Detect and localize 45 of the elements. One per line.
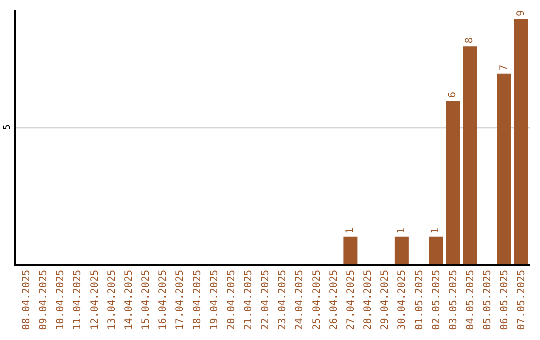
x-tick-label: 05.05.2025 bbox=[482, 270, 494, 330]
data-label: 1 bbox=[430, 228, 442, 234]
x-tick-label: 28.04.2025 bbox=[363, 270, 374, 330]
x-tick-label: 23.04.2025 bbox=[278, 270, 289, 330]
x-tick-label: 07.05.2025 bbox=[516, 270, 528, 330]
bar bbox=[463, 46, 478, 264]
data-label: 9 bbox=[516, 10, 527, 17]
x-tick-label: 06.05.2025 bbox=[500, 270, 511, 330]
data-label: 8 bbox=[464, 38, 476, 44]
x-tick-label: 19.04.2025 bbox=[209, 270, 220, 330]
x-tick-label: 26.04.2025 bbox=[328, 270, 340, 330]
x-tick-label: 14.04.2025 bbox=[124, 270, 135, 330]
x-tick-label: 25.04.2025 bbox=[312, 270, 323, 330]
x-tick-label: 30.04.2025 bbox=[397, 270, 408, 330]
x-tick-label: 15.04.2025 bbox=[141, 270, 152, 330]
x-tick-label: 18.04.2025 bbox=[192, 270, 204, 330]
x-tick-label: 08.04.2025 bbox=[22, 270, 32, 330]
x-tick-label: 09.04.2025 bbox=[38, 270, 50, 330]
x-tick-label: 02.05.2025 bbox=[431, 270, 442, 330]
x-tick-label: 16.04.2025 bbox=[158, 270, 170, 330]
data-label: 1 bbox=[345, 228, 356, 234]
x-tick-label: 12.04.2025 bbox=[90, 270, 101, 330]
data-label: 1 bbox=[396, 228, 408, 234]
x-tick-label: 01.05.2025 bbox=[414, 270, 426, 330]
ref-line-label: 5 bbox=[2, 124, 13, 130]
bar bbox=[394, 236, 409, 264]
x-tick-label: 29.04.2025 bbox=[380, 270, 392, 330]
x-tick-label: 27.04.2025 bbox=[346, 270, 357, 330]
bar bbox=[446, 101, 460, 264]
x-tick-label: 24.04.2025 bbox=[294, 270, 306, 330]
data-label: 7 bbox=[498, 64, 510, 71]
x-tick-label: 20.04.2025 bbox=[226, 270, 238, 330]
data-label: 6 bbox=[448, 92, 459, 98]
bar bbox=[497, 74, 512, 264]
x-tick-label: 04.05.2025 bbox=[465, 270, 476, 330]
bar bbox=[514, 20, 528, 264]
x-tick-label: 17.04.2025 bbox=[175, 270, 186, 330]
x-tick-label: 21.04.2025 bbox=[243, 270, 254, 330]
x-tick-label: 22.04.2025 bbox=[260, 270, 272, 330]
bar bbox=[429, 236, 444, 264]
x-tick-label: 10.04.2025 bbox=[56, 270, 67, 330]
x-tick-label: 03.05.2025 bbox=[448, 270, 460, 330]
bar bbox=[344, 236, 358, 264]
x-tick-label: 11.04.2025 bbox=[72, 270, 84, 330]
x-tick-label: 13.04.2025 bbox=[106, 270, 118, 330]
